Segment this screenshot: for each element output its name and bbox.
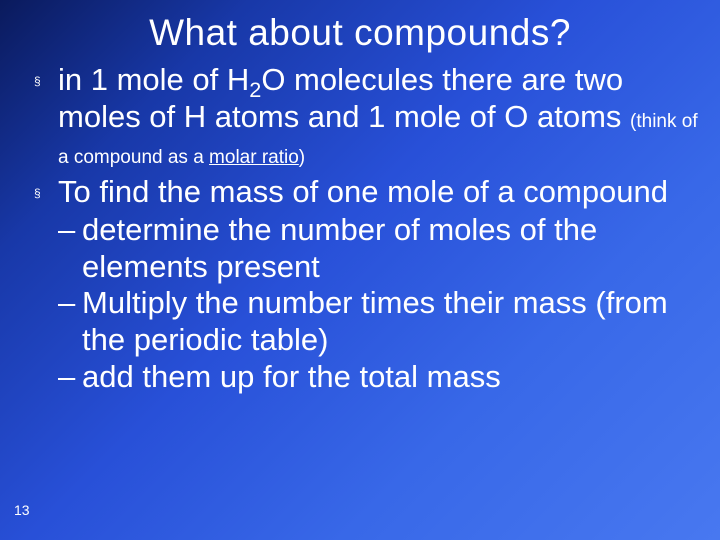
bullet-item: § in 1 mole of H2O molecules there are t… (20, 62, 700, 172)
dash-marker-icon: – (58, 285, 82, 321)
sub-bullet-item: – Multiply the number times their mass (… (20, 285, 700, 358)
sub-bullet-item: – determine the number of moles of the e… (20, 212, 700, 285)
slide-number: 13 (14, 502, 30, 518)
bullet-item: § To find the mass of one mole of a comp… (20, 174, 700, 211)
text-fragment: in 1 mole of H (58, 62, 249, 97)
underlined-term: molar ratio (209, 147, 299, 168)
sub-bullet-text: determine the number of moles of the ele… (82, 212, 700, 285)
slide-title: What about compounds? (0, 0, 720, 54)
sub-bullet-text: add them up for the total mass (82, 359, 700, 396)
bullet-text: in 1 mole of H2O molecules there are two… (58, 62, 700, 172)
bullet-marker-icon: § (20, 62, 58, 88)
bullet-text: To find the mass of one mole of a compou… (58, 174, 700, 211)
dash-marker-icon: – (58, 212, 82, 248)
sub-bullet-item: – add them up for the total mass (20, 359, 700, 396)
sub-bullet-text: Multiply the number times their mass (fr… (82, 285, 700, 358)
dash-marker-icon: – (58, 359, 82, 395)
bullet-marker-icon: § (20, 174, 58, 200)
text-fragment: ) (299, 147, 305, 168)
slide-body: § in 1 mole of H2O molecules there are t… (0, 54, 720, 395)
